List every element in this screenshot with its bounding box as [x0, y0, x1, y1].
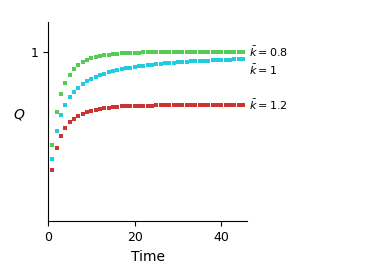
- Y-axis label: Q: Q: [14, 107, 25, 122]
- Text: $\bar{k} = 1.2$: $\bar{k} = 1.2$: [249, 98, 287, 112]
- Text: $\bar{k} = 0.8$: $\bar{k} = 0.8$: [249, 45, 288, 59]
- X-axis label: Time: Time: [131, 250, 165, 264]
- Text: $\bar{k} = 1$: $\bar{k} = 1$: [249, 63, 277, 77]
